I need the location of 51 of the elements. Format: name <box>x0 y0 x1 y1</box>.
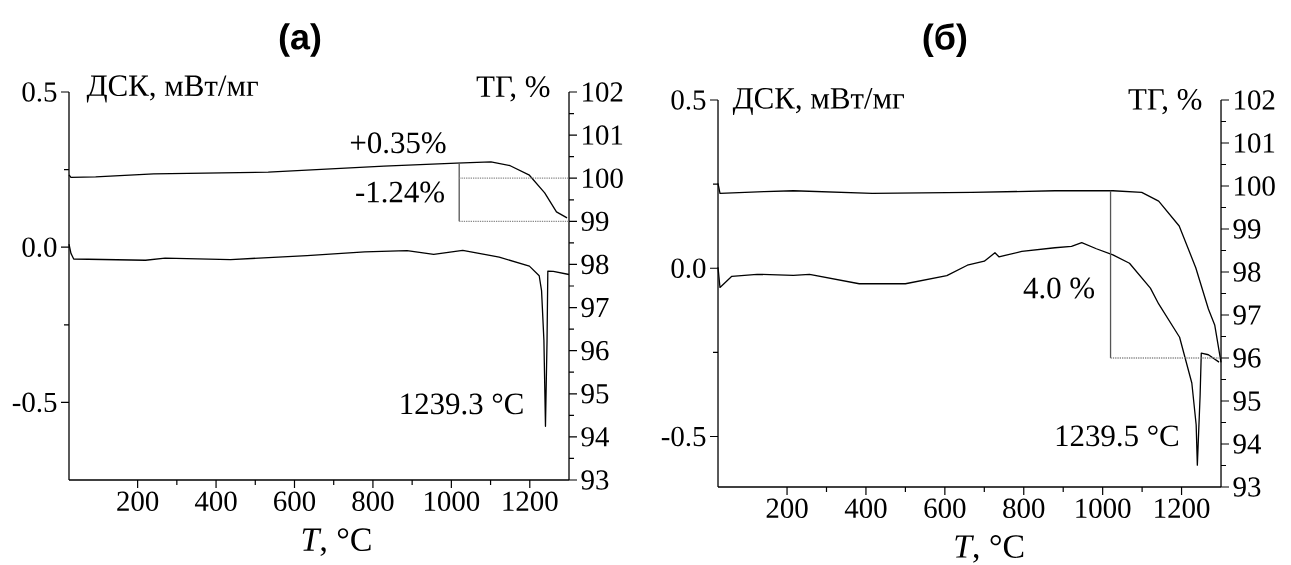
y2-tick-label: 99 <box>581 211 609 232</box>
y2-tick-label: 98 <box>1233 262 1261 282</box>
y2-tick-label: 93 <box>581 470 609 490</box>
y2-tick-label: 102 <box>1235 90 1275 110</box>
annotation: 1239.3 °C <box>401 393 523 415</box>
x-tick-label: 1000 <box>1076 498 1131 519</box>
y2-tick-label: 98 <box>581 254 609 275</box>
y-tick-label: 0.5 <box>22 82 57 102</box>
x-axis-title: T, °C <box>302 528 371 556</box>
x-tick-label: 200 <box>766 498 808 519</box>
y2-axis-title: ТГ, % <box>476 76 550 102</box>
y-axis-title: ДСК, мВт/мг <box>86 75 258 103</box>
x-tick-label: 600 <box>274 491 316 512</box>
y2-tick-label: 97 <box>1233 305 1261 325</box>
annotation: 4.0 % <box>1023 277 1095 299</box>
annotation: -1.24% <box>356 181 444 203</box>
y2-tick-label: 95 <box>1233 391 1261 411</box>
y2-tick-label: 94 <box>1233 434 1261 454</box>
x-tick-label: 800 <box>352 491 394 512</box>
chart-title: (а) <box>279 23 321 57</box>
x-tick-label: 1200 <box>503 491 558 512</box>
y-tick-label: 0.5 <box>671 90 706 110</box>
y2-tick-label: 100 <box>583 168 623 188</box>
annotation: +0.35% <box>350 132 446 154</box>
chart-title: (б) <box>923 23 967 57</box>
y2-tick-label: 100 <box>1235 176 1275 196</box>
y-tick-label: 0.0 <box>22 237 57 257</box>
x-tick-label: 600 <box>924 498 966 519</box>
y2-tick-label: 96 <box>581 340 609 361</box>
y-axis-title: ДСК, мВт/мг <box>732 88 904 116</box>
y2-tick-label: 99 <box>1233 219 1261 239</box>
x-tick-label: 400 <box>844 498 887 519</box>
y2-tick-label: 93 <box>1233 477 1261 497</box>
x-axis-title: T, °C <box>955 535 1024 563</box>
x-tick-label: 200 <box>117 491 159 512</box>
y2-tick-label: 97 <box>581 297 609 318</box>
y2-tick-label: 94 <box>581 427 609 447</box>
y2-tick-label: 101 <box>1235 133 1275 153</box>
y2-axis-title: ТГ, % <box>1128 88 1202 115</box>
annotation: 1239.5 °C <box>1056 425 1178 447</box>
y2-tick-label: 96 <box>1233 348 1261 368</box>
y2-tick-label: 102 <box>583 82 623 102</box>
x-tick-label: 400 <box>194 491 237 512</box>
y2-tick-label: 95 <box>581 384 609 404</box>
x-tick-label: 1200 <box>1155 498 1210 519</box>
y-tick-label: 0.0 <box>671 258 706 279</box>
x-tick-label: 1000 <box>425 491 480 512</box>
y2-tick-label: 101 <box>583 125 623 145</box>
x-tick-label: 800 <box>1003 498 1045 519</box>
y-tick-label: -0.5 <box>661 426 706 447</box>
y-tick-label: -0.5 <box>12 392 57 413</box>
